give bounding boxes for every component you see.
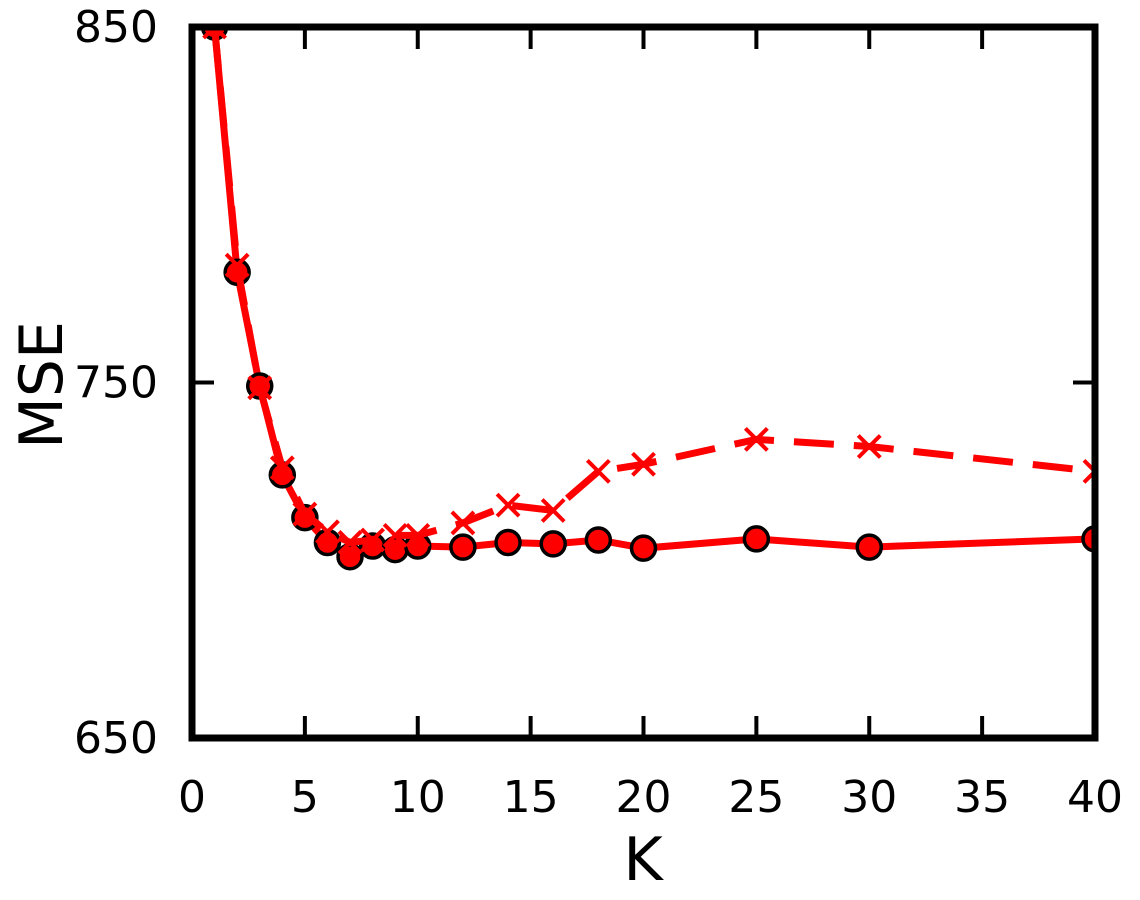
x-tick-label: 0 — [178, 772, 206, 823]
point-marker — [360, 527, 386, 553]
point-marker — [292, 501, 318, 527]
x-tick-label: 5 — [291, 772, 319, 823]
point-marker — [539, 530, 567, 558]
point-marker — [224, 252, 250, 278]
point-marker — [742, 525, 771, 553]
point-marker — [495, 492, 521, 518]
point-marker — [584, 526, 613, 554]
point-marker — [855, 533, 883, 561]
x-tick-label: 40 — [1067, 772, 1123, 823]
point-marker — [629, 534, 658, 562]
point-marker — [585, 458, 611, 484]
y-tick-label: 850 — [74, 2, 158, 53]
plot-frame — [188, 23, 1099, 742]
y-axis-label: MSE — [7, 321, 77, 449]
y-tick-label: 650 — [74, 713, 158, 764]
point-marker — [450, 510, 476, 536]
point-marker — [247, 375, 273, 401]
point-marker — [540, 498, 566, 523]
point-marker — [449, 533, 477, 561]
point-marker — [743, 426, 769, 452]
point-marker — [494, 528, 522, 557]
x-tick-label: 30 — [841, 772, 897, 823]
x-tick-label: 15 — [503, 772, 559, 823]
point-marker — [631, 451, 656, 477]
point-marker — [405, 522, 431, 548]
x-tick-label: 35 — [954, 772, 1010, 823]
point-marker — [1082, 458, 1095, 484]
point-marker — [269, 455, 295, 481]
x-tick-label: 25 — [728, 772, 784, 823]
plot-area — [200, 27, 1095, 571]
x-axis-label: K — [623, 825, 664, 895]
x-tick-label: 10 — [390, 772, 446, 823]
x-tick-label: 20 — [616, 772, 672, 823]
y-tick-label: 750 — [74, 358, 158, 409]
point-marker — [337, 530, 363, 555]
axes: 0 5 10 15 20 25 30 35 40 650 750 850 — [74, 2, 1123, 823]
point-marker — [315, 519, 340, 545]
point-marker — [382, 522, 408, 548]
series-line — [211, 27, 1095, 561]
point-marker — [202, 27, 227, 40]
series-line — [211, 27, 1095, 547]
point-marker — [856, 434, 882, 459]
